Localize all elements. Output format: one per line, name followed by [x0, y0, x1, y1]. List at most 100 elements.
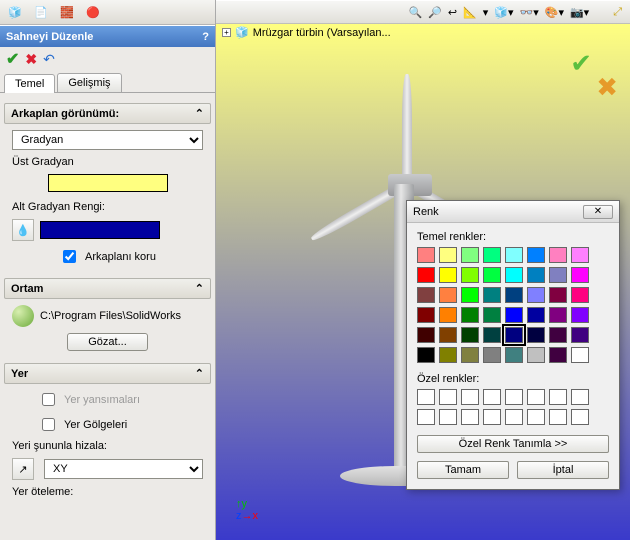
color-swatch[interactable] [461, 347, 479, 363]
color-swatch[interactable] [505, 347, 523, 363]
color-swatch[interactable] [571, 267, 589, 283]
color-swatch[interactable] [571, 307, 589, 323]
bottom-gradient-swatch[interactable] [40, 221, 160, 239]
collapse-icon[interactable]: ⌃ [195, 367, 204, 380]
keep-background-checkbox[interactable] [63, 250, 76, 263]
color-swatch[interactable] [571, 327, 589, 343]
custom-color-swatch[interactable] [461, 409, 479, 425]
color-swatch[interactable] [439, 247, 457, 263]
view-orient-icon[interactable]: ▾ [483, 6, 489, 19]
color-swatch[interactable] [505, 307, 523, 323]
color-swatch[interactable] [439, 347, 457, 363]
eyedropper-icon[interactable]: 💧 [12, 219, 34, 241]
background-mode-select[interactable]: Gradyan [12, 130, 203, 150]
custom-color-swatch[interactable] [439, 409, 457, 425]
color-swatch[interactable] [483, 267, 501, 283]
color-swatch[interactable] [527, 347, 545, 363]
ok-button[interactable]: Tamam [417, 461, 509, 479]
viewport-reject-icon[interactable]: ✖ [596, 72, 618, 103]
accept-icon[interactable]: ✔ [6, 49, 19, 69]
color-swatch[interactable] [461, 287, 479, 303]
display-icon[interactable]: 🧱 [56, 2, 78, 22]
undo-icon[interactable]: ↶ [43, 51, 55, 68]
browse-button[interactable]: Gözat... [67, 333, 148, 351]
prev-view-icon[interactable]: ↩ [448, 6, 457, 19]
color-swatch[interactable] [461, 307, 479, 323]
appearances-icon[interactable]: 🔴 [82, 2, 104, 22]
color-swatch[interactable] [483, 327, 501, 343]
color-swatch[interactable] [483, 347, 501, 363]
color-swatch[interactable] [417, 287, 435, 303]
section-view-icon[interactable]: 📐 [463, 6, 477, 19]
expand-icon[interactable]: ⤢ [613, 6, 622, 19]
color-swatch[interactable] [417, 327, 435, 343]
color-swatch[interactable] [417, 247, 435, 263]
feature-tree-icon[interactable]: 🧊 [4, 2, 26, 22]
color-swatch[interactable] [439, 307, 457, 323]
color-swatch[interactable] [549, 287, 567, 303]
flip-icon[interactable]: ↗ [12, 458, 34, 480]
zoom-area-icon[interactable]: 🔎 [428, 6, 442, 19]
color-swatch[interactable] [549, 247, 567, 263]
color-swatch[interactable] [417, 267, 435, 283]
viewport-accept-icon[interactable]: ✔ [570, 48, 592, 79]
tab-advanced[interactable]: Gelişmiş [57, 73, 121, 92]
reject-icon[interactable]: ✖ [25, 51, 37, 68]
tree-root-label[interactable]: Mrüzgar türbin (Varsayılan... [253, 27, 391, 39]
color-swatch[interactable] [571, 287, 589, 303]
custom-color-swatch[interactable] [505, 409, 523, 425]
color-swatch[interactable] [439, 287, 457, 303]
align-select[interactable]: XY [44, 459, 203, 479]
color-swatch[interactable] [505, 287, 523, 303]
color-swatch[interactable] [527, 247, 545, 263]
custom-color-swatch[interactable] [549, 389, 567, 405]
custom-color-swatch[interactable] [483, 389, 501, 405]
custom-color-swatch[interactable] [527, 409, 545, 425]
config-icon[interactable]: 📄 [30, 2, 52, 22]
custom-color-swatch[interactable] [461, 389, 479, 405]
custom-color-swatch[interactable] [527, 389, 545, 405]
custom-color-swatch[interactable] [439, 389, 457, 405]
color-swatch[interactable] [461, 327, 479, 343]
color-swatch[interactable] [549, 267, 567, 283]
custom-color-swatch[interactable] [417, 389, 435, 405]
color-swatch[interactable] [483, 307, 501, 323]
display-style-icon[interactable]: 🧊▾ [494, 6, 513, 19]
custom-color-swatch[interactable] [571, 389, 589, 405]
color-swatch[interactable] [439, 267, 457, 283]
close-icon[interactable]: ✕ [583, 205, 613, 219]
color-swatch[interactable] [549, 347, 567, 363]
color-swatch[interactable] [505, 267, 523, 283]
custom-color-swatch[interactable] [505, 389, 523, 405]
color-swatch[interactable] [417, 307, 435, 323]
hide-show-icon[interactable]: 👓▾ [520, 6, 539, 19]
orientation-triad[interactable]: ↑y z→x [236, 498, 258, 522]
reflections-checkbox[interactable] [42, 393, 55, 406]
top-gradient-swatch[interactable] [48, 174, 168, 192]
color-swatch[interactable] [417, 347, 435, 363]
color-swatch[interactable] [461, 267, 479, 283]
color-swatch[interactable] [527, 287, 545, 303]
define-custom-button[interactable]: Özel Renk Tanımla >> [417, 435, 609, 453]
tree-expand-icon[interactable]: + [222, 28, 231, 37]
color-swatch[interactable] [549, 307, 567, 323]
color-swatch[interactable] [527, 267, 545, 283]
custom-color-swatch[interactable] [417, 409, 435, 425]
shadows-checkbox[interactable] [42, 418, 55, 431]
custom-color-swatch[interactable] [571, 409, 589, 425]
color-swatch[interactable] [571, 247, 589, 263]
dialog-titlebar[interactable]: Renk ✕ [407, 201, 619, 223]
tab-basic[interactable]: Temel [4, 74, 55, 93]
cancel-button[interactable]: İptal [517, 461, 609, 479]
scene-icon[interactable]: 🎨▾ [545, 6, 564, 19]
color-swatch[interactable] [439, 327, 457, 343]
color-swatch[interactable] [461, 247, 479, 263]
color-swatch[interactable] [549, 327, 567, 343]
custom-color-swatch[interactable] [549, 409, 567, 425]
color-swatch[interactable] [527, 307, 545, 323]
color-swatch[interactable] [571, 347, 589, 363]
color-swatch[interactable] [527, 327, 545, 343]
help-icon[interactable]: ? [202, 31, 209, 43]
custom-color-swatch[interactable] [483, 409, 501, 425]
collapse-icon[interactable]: ⌃ [195, 107, 204, 120]
